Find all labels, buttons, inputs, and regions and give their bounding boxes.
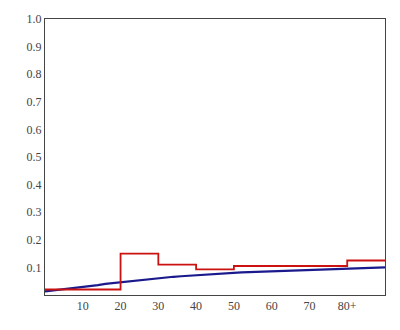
svg-text:0.1: 0.1 xyxy=(27,261,42,275)
svg-text:70: 70 xyxy=(303,299,315,313)
svg-text:80+: 80+ xyxy=(338,299,357,313)
svg-text:1.0: 1.0 xyxy=(27,12,42,26)
svg-text:50: 50 xyxy=(228,299,240,313)
svg-text:0.4: 0.4 xyxy=(27,178,42,192)
svg-text:60: 60 xyxy=(266,299,278,313)
svg-text:0.3: 0.3 xyxy=(27,205,42,219)
svg-text:0.7: 0.7 xyxy=(27,95,42,109)
svg-text:0.2: 0.2 xyxy=(27,233,42,247)
svg-text:10: 10 xyxy=(77,299,89,313)
svg-text:0.5: 0.5 xyxy=(27,150,42,164)
svg-text:0.8: 0.8 xyxy=(27,67,42,81)
svg-text:0.6: 0.6 xyxy=(27,123,42,137)
svg-text:0.9: 0.9 xyxy=(27,40,42,54)
svg-text:40: 40 xyxy=(190,299,202,313)
svg-text:20: 20 xyxy=(115,299,127,313)
svg-text:30: 30 xyxy=(152,299,164,313)
